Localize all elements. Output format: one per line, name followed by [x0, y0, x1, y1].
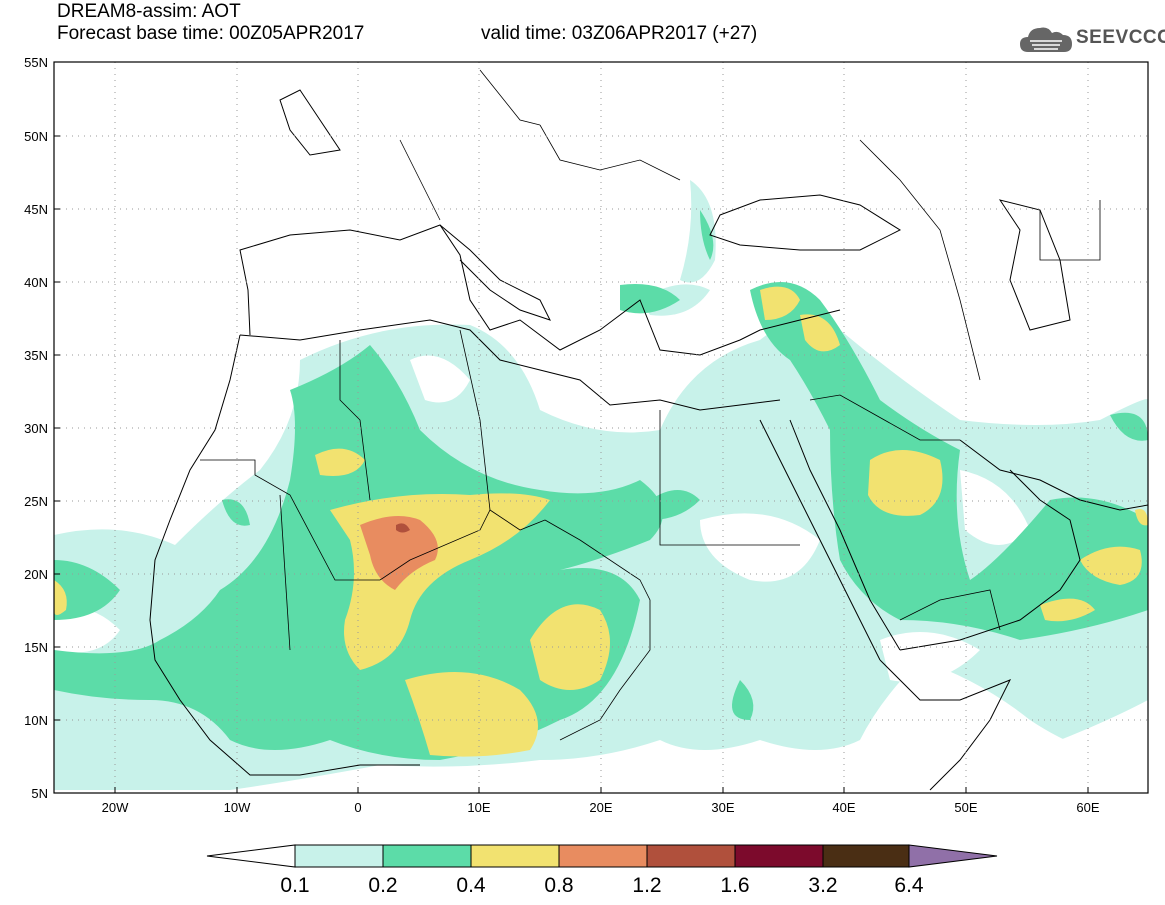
- colorbar-label: 6.4: [894, 874, 924, 897]
- cloud-icon: [1020, 27, 1072, 52]
- colorbar-segment: [470, 844, 560, 868]
- colorbar-label: 0.4: [456, 874, 486, 897]
- seevccc-logo: SEEVCCC: [1018, 22, 1165, 56]
- colorbar-label: 3.2: [808, 874, 837, 897]
- country-borders: [200, 69, 1101, 741]
- lat-label: 30N: [24, 421, 48, 436]
- lat-label: 15N: [24, 640, 48, 655]
- colorbar-label: 0.1: [280, 874, 309, 897]
- colorbar-segment: [822, 844, 910, 868]
- colorbar-labels: 0.1 0.2 0.4 0.8 1.2 1.6 3.2 6.4: [280, 874, 924, 897]
- colorbar-label: 1.2: [632, 874, 661, 897]
- colorbar-segment: [382, 844, 472, 868]
- colorbar-low-arrow: [206, 844, 296, 868]
- colorbar-segment: [646, 844, 736, 868]
- lon-label: 60E: [1076, 800, 1099, 815]
- lat-label: 55N: [24, 55, 48, 70]
- map-title: DREAM8-assim: AOT: [57, 1, 241, 22]
- colorbar-segment: [734, 844, 824, 868]
- lon-label: 0: [354, 800, 361, 815]
- lon-label: 10W: [224, 800, 251, 815]
- colorbar-high-arrow: [908, 844, 998, 868]
- lat-label: 40N: [24, 275, 48, 290]
- colorbar-segment: [558, 844, 648, 868]
- aot-map: 55N 50N 45N 40N 35N 30N 25N 20N 15N 10N …: [24, 55, 1149, 815]
- colorbar: 0.1 0.2 0.4 0.8 1.2 1.6 3.2 6.4: [206, 844, 998, 897]
- lon-labels: 20W 10W 0 10E 20E 30E 40E 50E 60E: [102, 800, 1100, 815]
- lon-label: 20W: [102, 800, 129, 815]
- colorbar-label: 1.6: [720, 874, 749, 897]
- colorbar-segment: [294, 844, 384, 868]
- lat-label: 5N: [31, 786, 48, 801]
- forecast-base-time: Forecast base time: 00Z05APR2017: [57, 23, 365, 44]
- colorbar-label: 0.2: [368, 874, 397, 897]
- lon-label: 10E: [467, 800, 490, 815]
- aot-field: [54, 69, 1148, 791]
- lat-label: 45N: [24, 202, 48, 217]
- aot-level-0.8: [360, 516, 438, 590]
- lat-label: 10N: [24, 713, 48, 728]
- lat-label: 35N: [24, 348, 48, 363]
- axis-ticks: [54, 61, 1089, 794]
- lat-label: 20N: [24, 567, 48, 582]
- lon-label: 50E: [954, 800, 977, 815]
- coastlines: [149, 89, 1148, 791]
- lon-label: 30E: [711, 800, 734, 815]
- lat-labels: 55N 50N 45N 40N 35N 30N 25N 20N 15N 10N …: [24, 55, 48, 801]
- valid-time: valid time: 03Z06APR2017 (+27): [481, 23, 758, 44]
- lon-label: 40E: [832, 800, 855, 815]
- lat-label: 25N: [24, 494, 48, 509]
- lon-label: 20E: [589, 800, 612, 815]
- lat-label: 50N: [24, 129, 48, 144]
- colorbar-label: 0.8: [544, 874, 573, 897]
- aot-level-1.2: [396, 523, 410, 533]
- logo-text: SEEVCCC: [1076, 27, 1165, 48]
- gridlines: [54, 62, 1148, 793]
